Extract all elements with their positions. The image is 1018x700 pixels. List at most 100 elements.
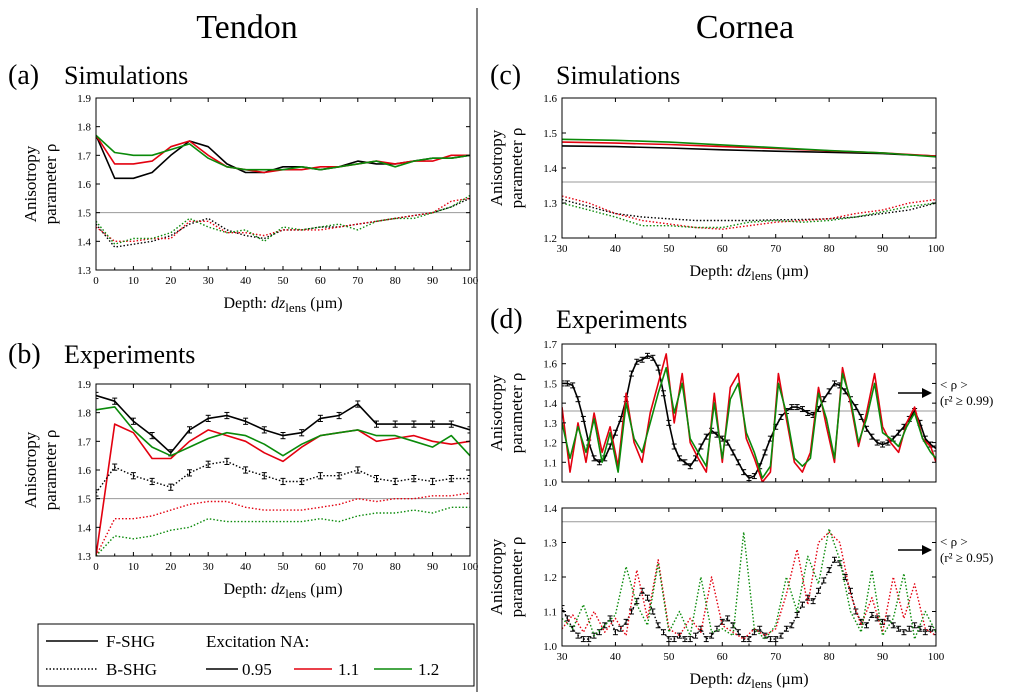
plot-frame: [561, 507, 937, 647]
annotation-d-bottom-r2: (r² ≥ 0.95): [940, 550, 993, 565]
x-tick-label: 100: [928, 243, 945, 255]
y-tick-label: 1.4: [543, 398, 557, 410]
x-tick-label: 90: [427, 561, 439, 573]
y-tick-label: 1.5: [77, 494, 91, 506]
series-line-b-shg-na-095: [96, 197, 470, 248]
annotation-d-bottom-label: < ρ >: [940, 534, 968, 549]
x-tick-label: 0: [93, 561, 99, 573]
x-tick-label: 40: [610, 651, 622, 663]
annotation-d-top-r2: (r² ≥ 0.99): [940, 393, 993, 408]
y-tick-label: 1.3: [77, 551, 91, 563]
panel-a-letter: (a): [8, 60, 39, 91]
series-line-b-shg-na-095: [562, 559, 936, 640]
series-line-f-shg-na-095: [96, 134, 470, 180]
x-tick-label: 30: [557, 243, 569, 255]
x-tick-label: 40: [240, 275, 252, 287]
plot-d-top: 1.0 1.1 1.2 1.3 1.4 1.5 1.6 1.7 Anisotropy parame…: [487, 339, 937, 489]
x-axis-label-unit: (µm): [772, 671, 808, 688]
legend-na-title: Excitation NA:: [206, 632, 309, 651]
annotation-arrowhead: [922, 388, 932, 398]
series-line-f-shg-na-095: [562, 145, 936, 157]
y-axis-label-line2: parameter ρ: [507, 373, 526, 454]
x-tick-label: 80: [390, 275, 402, 287]
y-tick-label: 1.4: [77, 522, 91, 534]
y-tick-label: 1.9: [77, 379, 91, 391]
series-line-f-shg-na-12: [96, 134, 470, 171]
series-group: [562, 352, 936, 482]
y-tick-label: 1.3: [543, 418, 557, 430]
y-tick-label: 1.2: [543, 572, 557, 584]
series-line-f-shg-na-11: [562, 353, 936, 482]
y-tick-label: 1.6: [543, 93, 557, 105]
y-tick-label: 1.8: [77, 408, 91, 420]
y-axis-label-line1: Anisotropy: [487, 129, 506, 206]
cornea-header: Cornea: [696, 9, 794, 46]
x-tick-label: 50: [278, 275, 290, 287]
x-axis-label: Depth: dzlens (µm): [223, 295, 342, 315]
y-tick-label: 1.7: [77, 150, 91, 162]
y-tick-label: 1.4: [543, 503, 557, 515]
panel-b-title: (b) Experiments: [8, 339, 195, 370]
series-group: [96, 134, 470, 248]
series-group: [562, 528, 936, 643]
x-tick-label: 80: [824, 651, 836, 663]
legend-frame: [37, 623, 475, 687]
y-tick-label: 1.3: [543, 538, 557, 550]
legend-bshg-label: B-SHG: [106, 660, 157, 679]
legend-na-12-label: 1.2: [418, 660, 439, 679]
x-tick-label: 10: [128, 275, 140, 287]
y-tick-label: 1.2: [543, 233, 557, 245]
series-line-f-shg-na-12: [562, 138, 936, 158]
panel-c-title: (c) Simulations: [490, 60, 680, 91]
x-tick-label: 100: [928, 651, 945, 663]
y-tick-label: 1.1: [543, 607, 557, 619]
panel-d-name: Experiments: [556, 305, 687, 334]
y-tick-label: 1.3: [77, 265, 91, 277]
series-line-f-shg-na-11: [96, 423, 470, 556]
y-tick-label: 1.1: [543, 457, 557, 469]
x-tick-label: 60: [717, 651, 729, 663]
y-tick-label: 1.6: [543, 359, 557, 371]
x-tick-label: 90: [877, 243, 889, 255]
series-group: [562, 138, 936, 230]
y-tick-label: 1.2: [543, 438, 557, 450]
series-line-b-shg-na-12: [562, 202, 936, 229]
y-tick-label: 1.5: [543, 128, 557, 140]
x-axis-label: Depth: dzlens (µm): [689, 263, 808, 283]
y-tick-label: 1.9: [77, 93, 91, 105]
x-axis-label-sub: lens: [285, 300, 306, 315]
plot-c: 30 40 50 60 70 80 90 100 1.2 1.3 1.4 1.5 1.6 Anisotro…: [487, 93, 945, 283]
legend-na-095-label: 0.95: [242, 660, 272, 679]
x-axis-label-prefix: Depth:: [689, 263, 737, 280]
panel-a-title: (a) Simulations: [8, 60, 188, 91]
panel-b-letter: (b): [8, 339, 41, 370]
y-axis-label-line2: parameter ρ: [41, 430, 60, 511]
series-line-f-shg-na-12: [96, 406, 470, 457]
x-tick-label: 50: [663, 651, 675, 663]
series-line-b-shg-na-12: [562, 528, 936, 640]
y-tick-label: 1.6: [77, 179, 91, 191]
y-axis-label-line1: Anisotropy: [487, 538, 506, 615]
x-axis-label: Depth: dzlens (µm): [223, 581, 342, 601]
x-tick-label: 80: [824, 243, 836, 255]
x-axis-label-sub: lens: [751, 268, 772, 283]
x-tick-label: 70: [770, 651, 782, 663]
series-group: [96, 391, 470, 556]
y-axis-label-line1: Anisotropy: [487, 374, 506, 451]
x-tick-label: 10: [128, 561, 140, 573]
x-tick-label: 80: [390, 561, 402, 573]
y-tick-label: 1.7: [543, 339, 557, 351]
legend-na-11-label: 1.1: [338, 660, 359, 679]
x-axis-label-sub: lens: [285, 586, 306, 601]
y-axis-label-line2: parameter ρ: [507, 537, 526, 618]
x-tick-label: 70: [352, 561, 364, 573]
x-axis-label-prefix: Depth:: [223, 581, 271, 598]
y-axis-label-line2: parameter ρ: [41, 144, 60, 225]
panel-d-title: (d) Experiments: [490, 304, 687, 335]
legend: F-SHG B-SHG Excitation NA: 0.95 1.1 1.2: [37, 623, 475, 687]
annotation-d-bottom: < ρ > (r² ≥ 0.95): [898, 534, 993, 565]
x-axis-label-prefix: Depth:: [223, 295, 271, 312]
plot-frame: [95, 383, 471, 557]
plot-d-bottom: 30 40 50 60 70 80 90 100 1.0 1.1 1.2 1.3 1.4 Anisotro…: [487, 503, 945, 691]
